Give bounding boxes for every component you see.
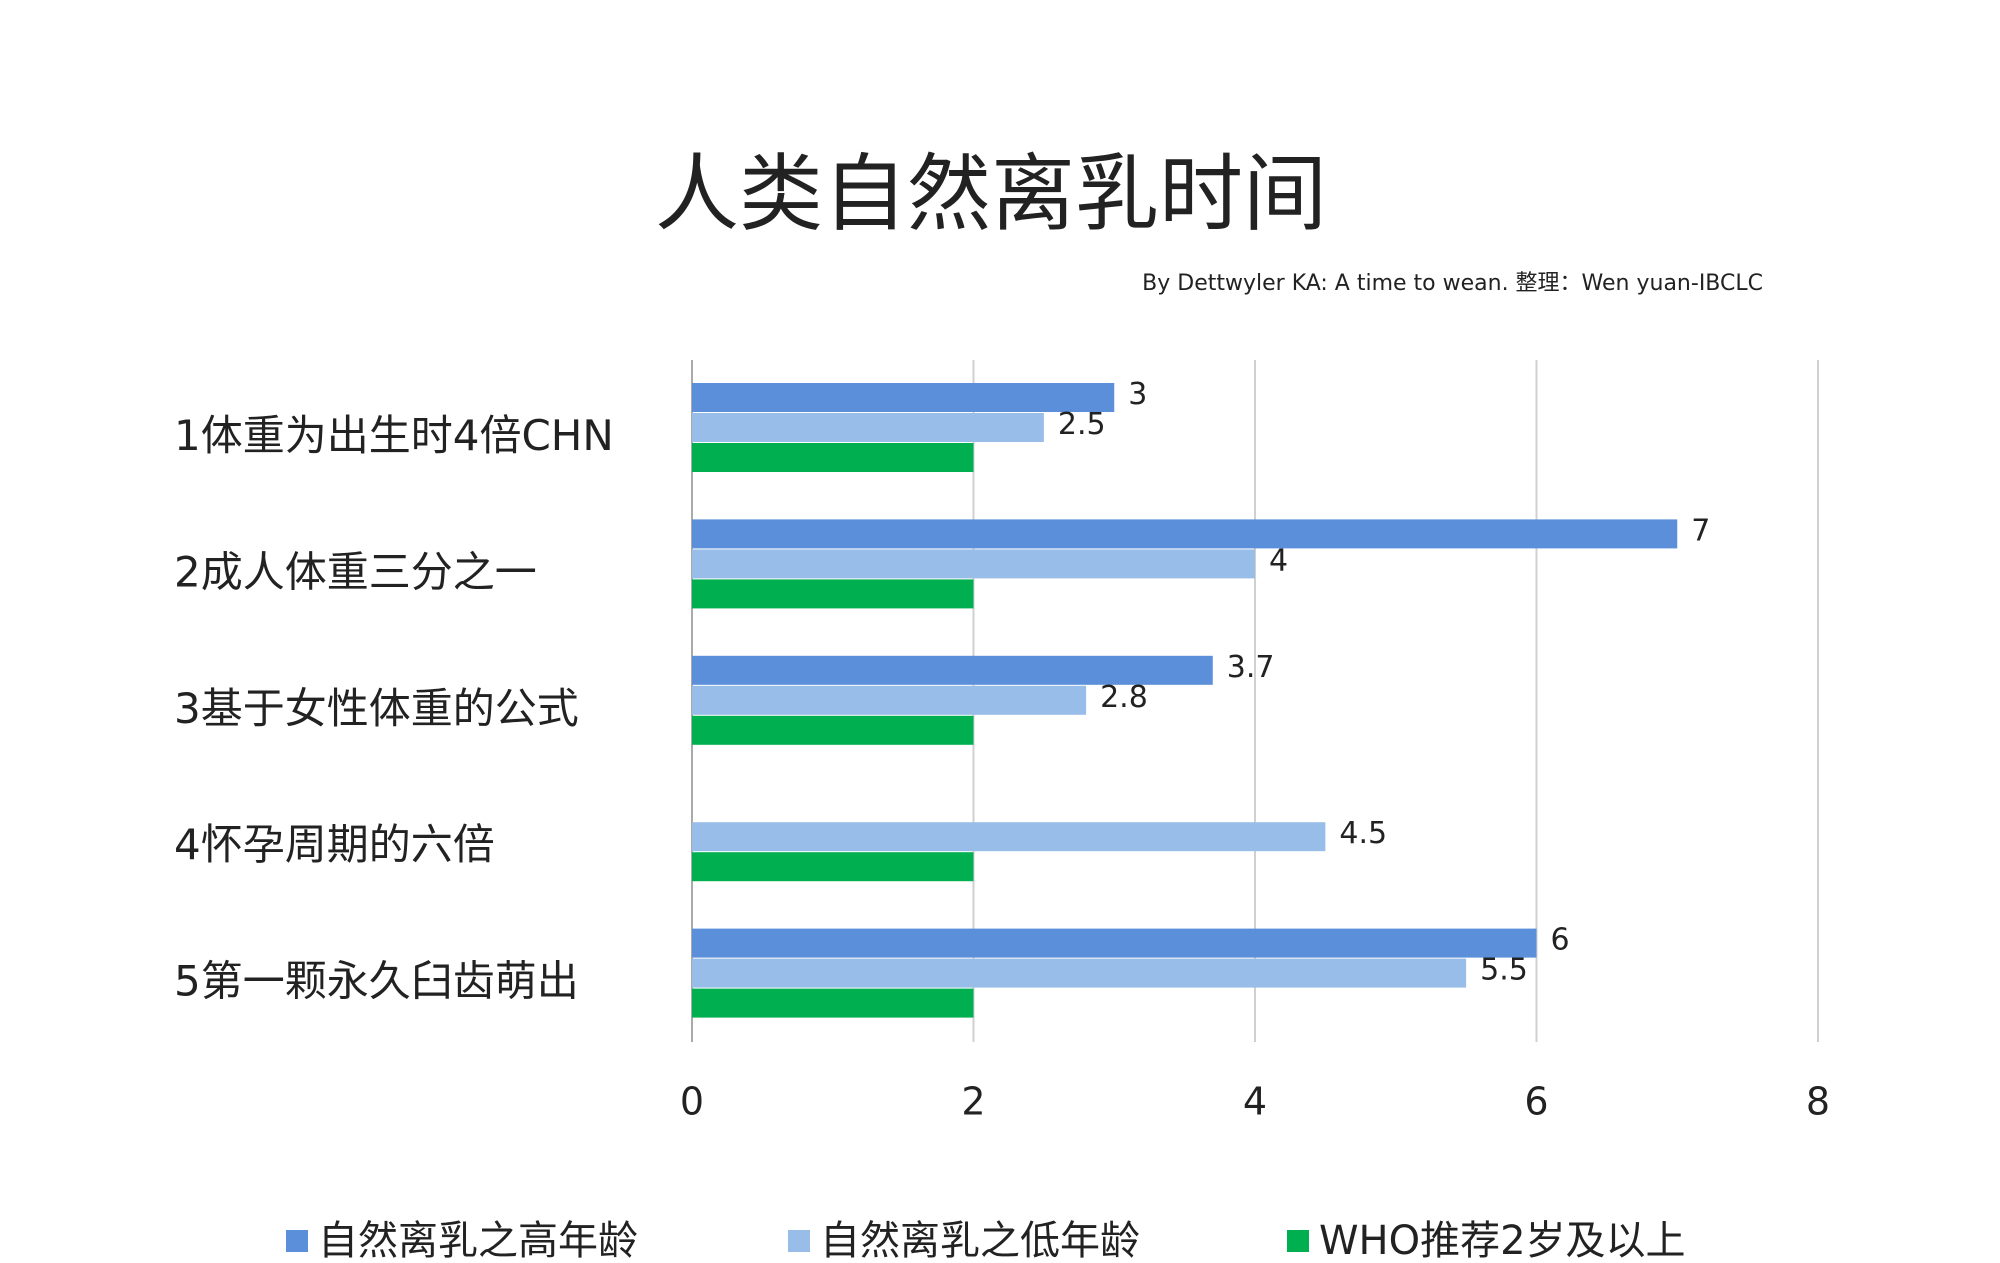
x-tick-label: 6 — [1524, 1080, 1548, 1124]
value-label: 3 — [1128, 377, 1147, 412]
x-tick-label: 2 — [961, 1080, 985, 1124]
y-tick-label: 4怀孕周期的六倍 — [174, 820, 495, 869]
x-tick-label: 8 — [1806, 1080, 1830, 1124]
legend-swatch — [1287, 1230, 1309, 1252]
bar — [692, 958, 1467, 988]
bar — [692, 443, 974, 472]
y-tick-label: 1体重为出生时4倍CHN — [174, 411, 614, 460]
value-label: 5.5 — [1480, 953, 1528, 988]
bar — [692, 928, 1537, 958]
x-tick-label: 4 — [1243, 1080, 1267, 1124]
value-label: 7 — [1691, 513, 1710, 548]
bar — [692, 413, 1044, 442]
y-tick-label: 5第一颗永久臼齿萌出 — [174, 957, 579, 1006]
bar — [692, 519, 1678, 549]
chart-title: 人类自然离乳时间 — [655, 145, 1327, 243]
value-label: 3.7 — [1227, 650, 1275, 685]
bar — [692, 852, 974, 882]
bar — [692, 579, 974, 609]
legend-swatch — [788, 1230, 810, 1252]
y-tick-label: 3基于女性体重的公式 — [174, 684, 579, 733]
bar — [692, 822, 1326, 852]
value-label: 4.5 — [1339, 816, 1387, 851]
value-label: 4 — [1269, 543, 1288, 578]
chart-subtitle: By Dettwyler KA: A time to wean. 整理：Wen … — [1142, 271, 1763, 296]
bar — [692, 383, 1115, 412]
legend-label: 自然离乳之低年龄 — [820, 1218, 1140, 1263]
legend-label: 自然离乳之高年龄 — [318, 1218, 638, 1263]
value-label: 2.8 — [1100, 680, 1148, 715]
y-tick-label: 2成人体重三分之一 — [174, 547, 537, 596]
x-tick-label: 0 — [680, 1080, 704, 1124]
bar — [692, 715, 974, 745]
legend-swatch — [286, 1230, 308, 1252]
bar — [692, 655, 1213, 685]
bar — [692, 685, 1087, 715]
bar — [692, 549, 1255, 579]
bar — [692, 988, 974, 1018]
value-label: 6 — [1551, 923, 1570, 958]
legend-label: WHO推荐2岁及以上 — [1319, 1218, 1686, 1263]
value-label: 2.5 — [1058, 407, 1106, 442]
